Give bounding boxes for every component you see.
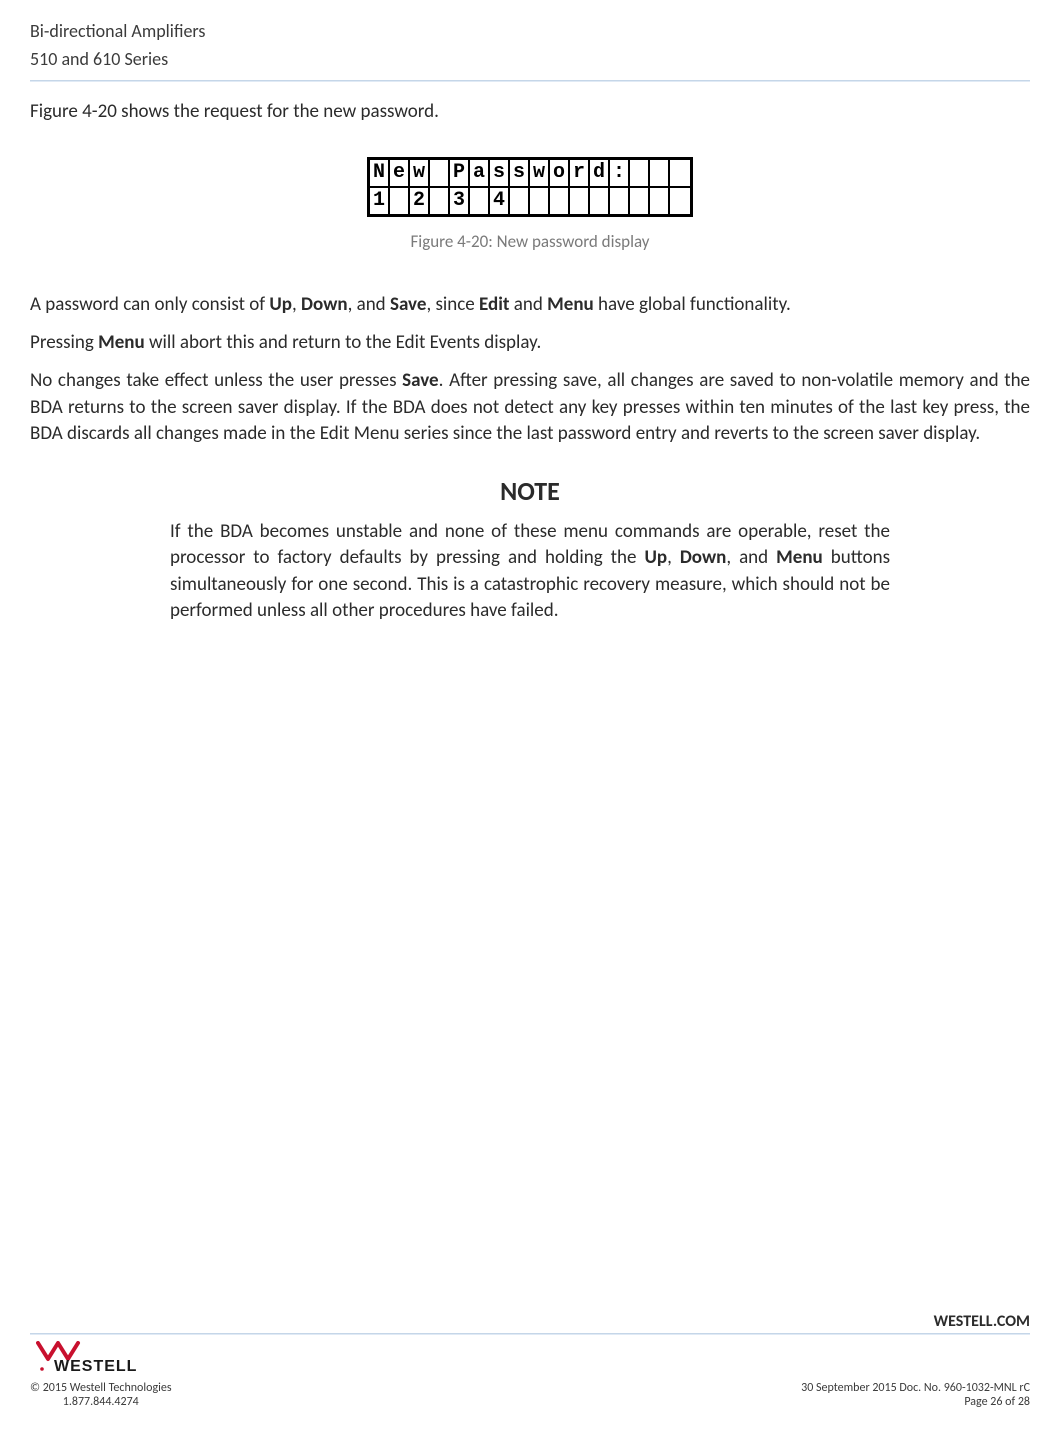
lcd-cell <box>510 188 530 214</box>
footer-doc-info: 30 September 2015 Doc. No. 960-1032-MNL … <box>801 1381 1030 1395</box>
lcd-cell: a <box>470 160 490 186</box>
p1-pre: A password can only consist of <box>30 293 269 316</box>
note-b1: Up <box>644 546 667 569</box>
body-paragraphs: A password can only consist of Up, Down,… <box>30 292 1030 447</box>
footer-copyright: © 2015 Westell Technologies <box>30 1381 172 1395</box>
lcd-cell: 3 <box>450 188 470 214</box>
note-block: NOTE If the BDA becomes unstable and non… <box>30 475 1030 624</box>
lcd-cell <box>430 188 450 214</box>
lcd-cell: 1 <box>370 188 390 214</box>
lcd-cell: o <box>550 160 570 186</box>
lcd-cell <box>570 188 590 214</box>
p2-b1: Menu <box>98 331 145 354</box>
footer-right: 30 September 2015 Doc. No. 960-1032-MNL … <box>801 1381 1030 1409</box>
logo-text: WESTELL <box>54 1358 137 1375</box>
p1-s2: , and <box>348 293 390 316</box>
lcd-cell <box>650 188 670 214</box>
lcd-cell: N <box>370 160 390 186</box>
footer-page-number: Page 26 of 28 <box>801 1395 1030 1409</box>
p2-post: will abort this and return to the Edit E… <box>145 331 542 354</box>
p1-b3: Save <box>390 293 426 316</box>
p2-pre: Pressing <box>30 331 98 354</box>
lcd-cell: w <box>410 160 430 186</box>
footer-brand-site: WESTELL.COM <box>30 1312 1030 1331</box>
p1-b4: Edit <box>479 293 509 316</box>
figure-caption: Figure 4-20: New password display <box>411 231 650 252</box>
lcd-cell: 2 <box>410 188 430 214</box>
note-body: If the BDA becomes unstable and none of … <box>170 519 890 624</box>
document-page: Bi-directional Amplifiers 510 and 610 Se… <box>0 0 1060 1429</box>
p1-b5: Menu <box>547 293 594 316</box>
p1-s4: and <box>510 293 548 316</box>
lcd-row-1: 1234 <box>370 186 690 214</box>
p1-s1: , <box>292 293 301 316</box>
page-footer: WESTELL.COM WESTELL © 2015 Westell Techn… <box>30 1312 1030 1409</box>
lcd-cell <box>430 160 450 186</box>
lcd-row-0: NewPassword: <box>370 160 690 186</box>
lcd-cell: r <box>570 160 590 186</box>
lcd-cell <box>550 188 570 214</box>
p1-post: have global functionality. <box>594 293 791 316</box>
footer-phone: 1.877.844.4274 <box>63 1395 139 1409</box>
lcd-cell: e <box>390 160 410 186</box>
note-b2: Down <box>680 546 727 569</box>
lcd-cell <box>630 160 650 186</box>
lcd-cell: : <box>610 160 630 186</box>
lcd-figure: NewPassword:1234 Figure 4-20: New passwo… <box>30 157 1030 252</box>
paragraph-1: A password can only consist of Up, Down,… <box>30 292 1030 318</box>
p3-b1: Save <box>402 369 438 392</box>
lcd-cell <box>630 188 650 214</box>
lcd-cell: 4 <box>490 188 510 214</box>
note-s2: , and <box>726 546 776 569</box>
lcd-cell <box>670 160 690 186</box>
footer-left: WESTELL © 2015 Westell Technologies 1.87… <box>30 1341 172 1409</box>
paragraph-2: Pressing Menu will abort this and return… <box>30 330 1030 356</box>
lcd-cell <box>590 188 610 214</box>
p1-b1: Up <box>269 293 292 316</box>
header-divider <box>30 80 1030 82</box>
lcd-cell: s <box>510 160 530 186</box>
lcd-cell <box>610 188 630 214</box>
header-line-2: 510 and 610 Series <box>30 48 1030 70</box>
p1-b2: Down <box>301 293 348 316</box>
lcd-cell <box>670 188 690 214</box>
lcd-cell: w <box>530 160 550 186</box>
p3-pre: No changes take effect unless the user p… <box>30 369 402 392</box>
footer-divider <box>30 1333 1030 1335</box>
paragraph-3: No changes take effect unless the user p… <box>30 368 1030 447</box>
note-title: NOTE <box>30 475 1030 507</box>
header-line-1: Bi-directional Amplifiers <box>30 20 1030 42</box>
lcd-cell: P <box>450 160 470 186</box>
note-s1: , <box>667 546 680 569</box>
lcd-cell <box>650 160 670 186</box>
lcd-cell <box>530 188 550 214</box>
westell-logo: WESTELL <box>36 1341 166 1379</box>
lcd-cell <box>470 188 490 214</box>
p1-s3: , since <box>426 293 479 316</box>
lcd-cell <box>390 188 410 214</box>
note-b3: Menu <box>776 546 823 569</box>
lcd-cell: d <box>590 160 610 186</box>
lcd-display: NewPassword:1234 <box>367 157 693 217</box>
lcd-cell: s <box>490 160 510 186</box>
intro-paragraph: Figure 4-20 shows the request for the ne… <box>30 100 1030 123</box>
